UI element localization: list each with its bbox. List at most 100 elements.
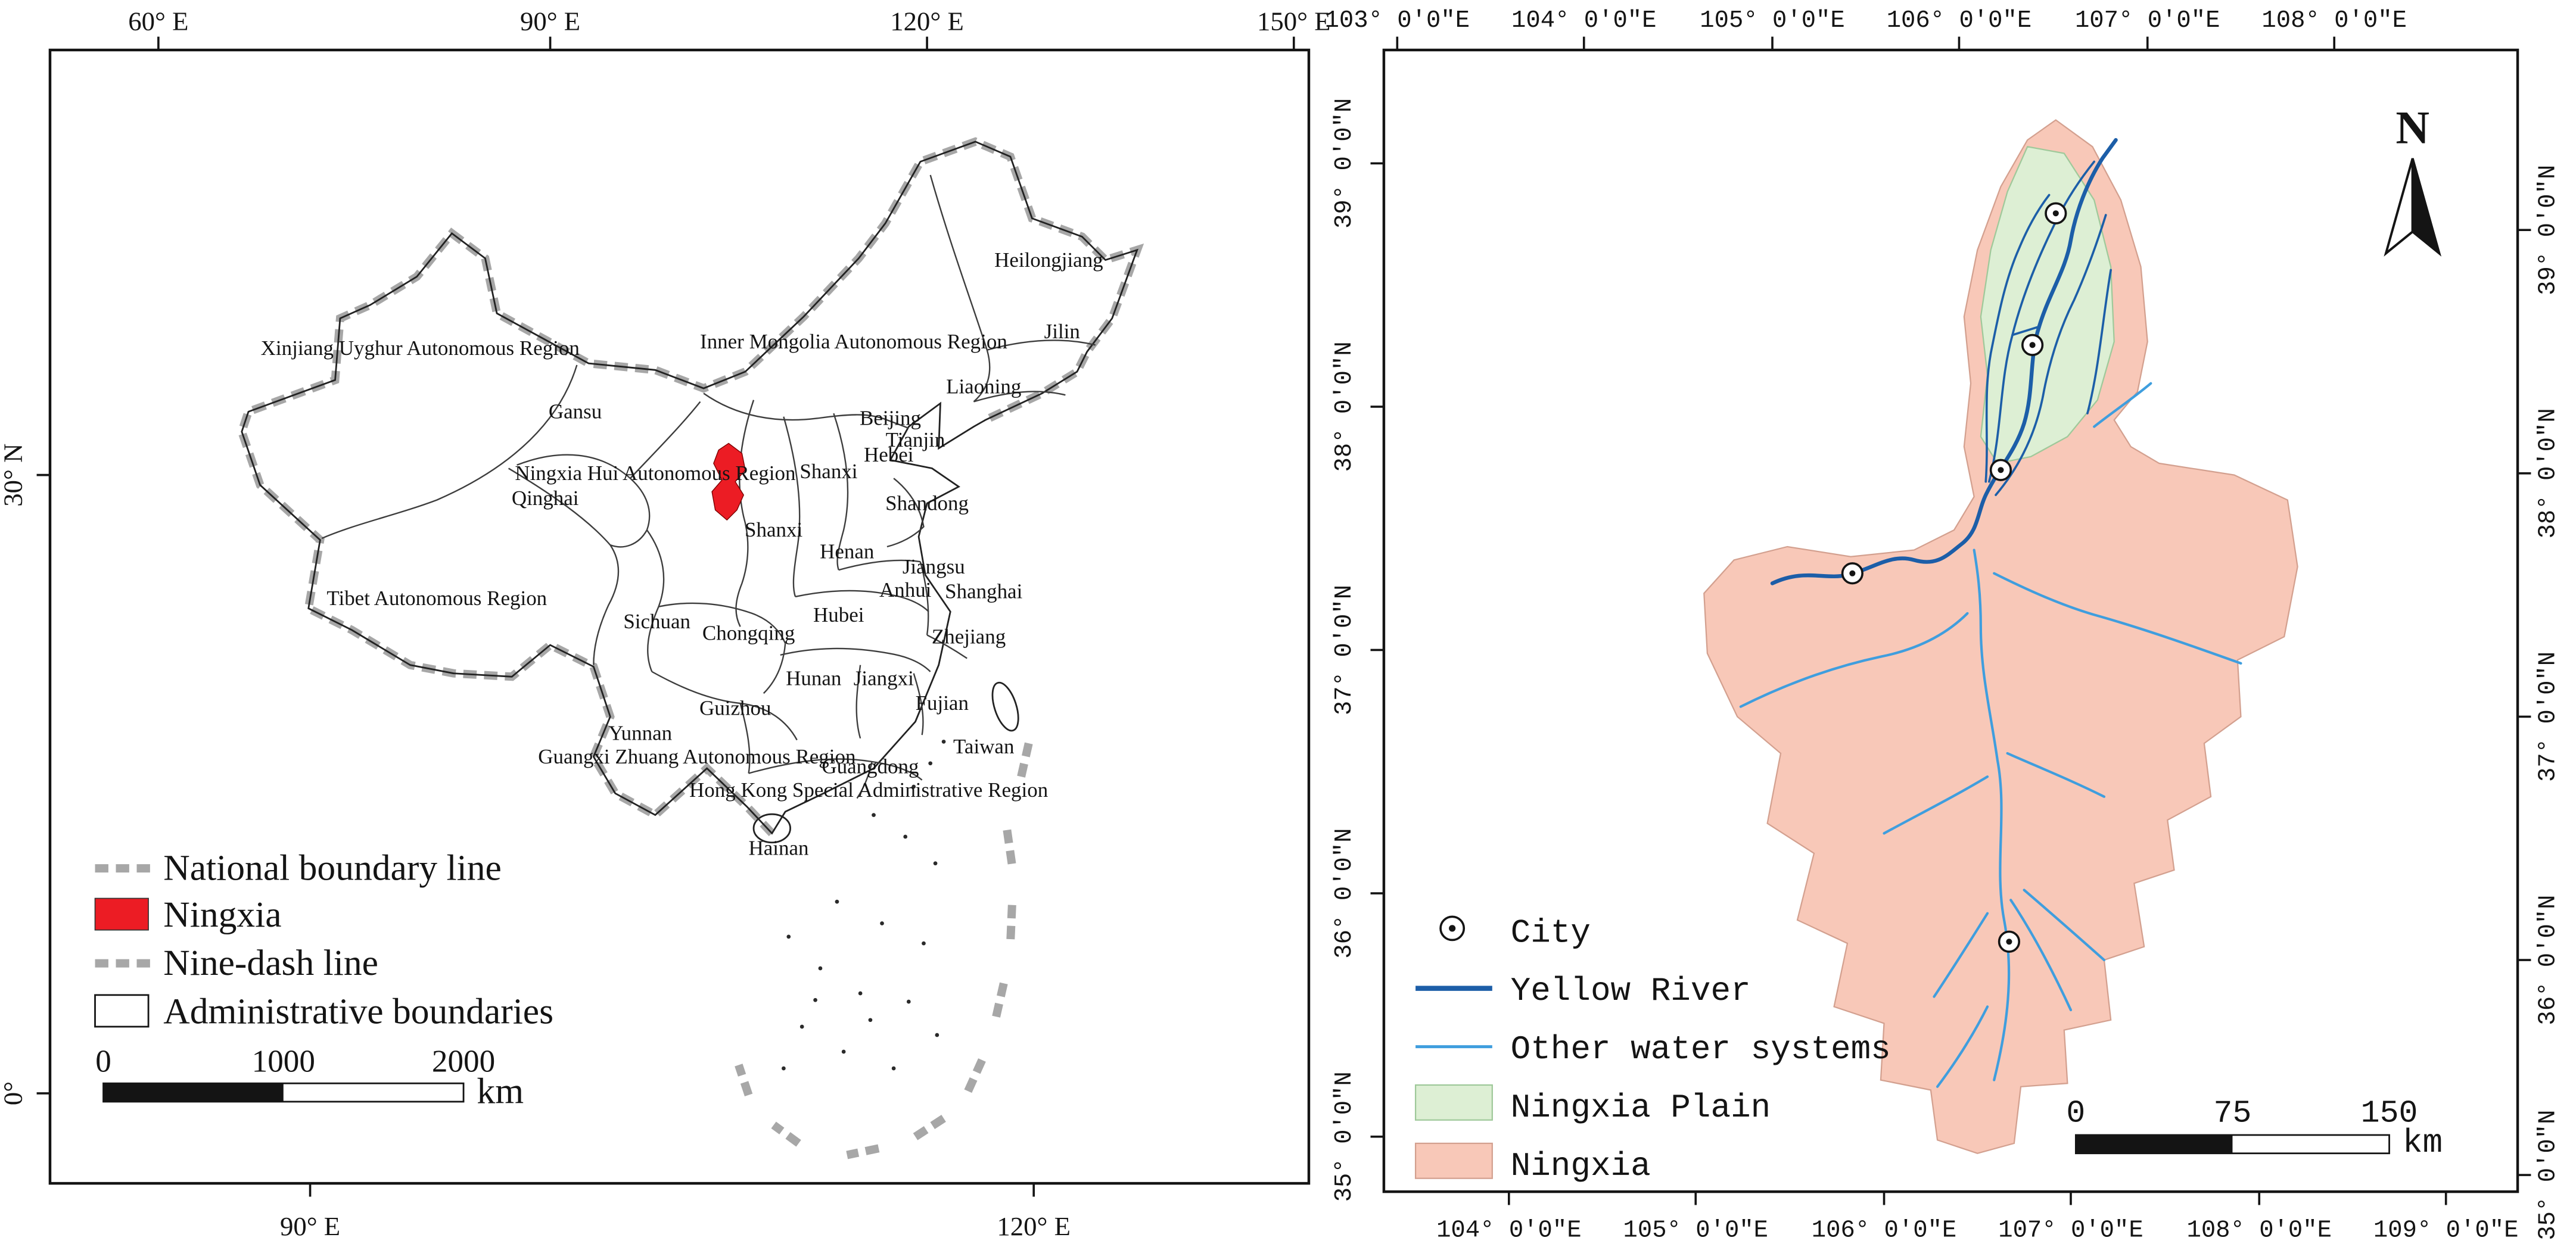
legend-label: Other water systems (1511, 1030, 1891, 1068)
province-label: Sichuan (623, 610, 690, 633)
lon-label: 107° 0′0″E (1998, 1217, 2143, 1245)
province-label: Xinjiang Uyghur Autonomous Region (261, 336, 580, 360)
left-scalebar: 0 1000 2000 km (95, 1044, 524, 1112)
lon-label: 90° E (280, 1211, 340, 1241)
province-label: Qinghai (512, 487, 579, 510)
province-label: Shanxi (799, 460, 857, 483)
province-label: Inner Mongolia Autonomous Region (700, 330, 1007, 353)
scalebar-tick-label: 150 (2361, 1096, 2418, 1131)
legend-label: Yellow River (1511, 972, 1751, 1010)
scalebar-bar-fill (103, 1083, 284, 1102)
lon-label: 90° E (520, 6, 580, 36)
north-arrow-label: N (2395, 102, 2429, 154)
legend-label: Ningxia (163, 894, 281, 935)
province-label: Jilin (1044, 320, 1080, 343)
province-label: Yunnan (608, 722, 672, 745)
ningxia-region (1703, 119, 2298, 1154)
province-label: Jiangxi (854, 666, 914, 690)
scalebar-tick-label: 1000 (252, 1044, 315, 1079)
province-label: Hebei (864, 443, 914, 466)
lat-label: 38° 0′0″N (2535, 408, 2562, 538)
lon-label: 108° 0′0″E (2186, 1217, 2332, 1245)
legend-label: National boundary line (163, 848, 502, 889)
lon-label: 104° 0′0″E (1511, 7, 1657, 35)
province-label: Tibet Autonomous Region (326, 587, 547, 610)
legend-label: Ningxia (1511, 1147, 1651, 1185)
province-label: Heilongjiang (994, 248, 1103, 272)
lon-label: 105° 0′0″E (1623, 1217, 1769, 1245)
hainan-island (752, 813, 791, 844)
north-arrow-right-half (2411, 158, 2442, 257)
legend-admin-swatch (94, 994, 150, 1028)
province-label: Shanxi (745, 518, 802, 541)
legend-ningxia-swatch (94, 897, 149, 931)
legend-label: Nine-dash line (163, 943, 378, 983)
legend-plain-swatch (1414, 1084, 1493, 1121)
province-label: Guangdong (822, 755, 919, 778)
lat-label: 0° (0, 1081, 27, 1105)
legend-label: Ningxia Plain (1511, 1089, 1771, 1127)
province-label: Zhejiang (932, 625, 1006, 648)
lat-label: 37° 0′0″N (2535, 652, 2562, 782)
province-label: Chongqing (702, 622, 795, 645)
scalebar-tick-label: 2000 (432, 1044, 495, 1079)
lon-label: 60° E (128, 6, 188, 36)
province-label: Hainan (749, 837, 809, 860)
lat-label: 30° N (0, 444, 27, 507)
lat-label: 39° 0′0″N (2535, 165, 2562, 295)
lon-label: 150° E (1257, 6, 1331, 36)
lon-label: 109° 0′0″E (2373, 1217, 2519, 1245)
lon-label: 105° 0′0″E (1700, 7, 1845, 35)
lon-label: 107° 0′0″E (2075, 7, 2220, 35)
lon-label: 120° E (890, 6, 964, 36)
province-label: Hong Kong Special Administrative Region (689, 778, 1048, 802)
lat-label: 35° 0′0″N (2535, 1109, 2562, 1240)
scalebar-tick-label: 0 (2066, 1096, 2085, 1131)
province-label: Jiangsu (903, 555, 965, 578)
province-label: Hubei (813, 603, 864, 626)
right-panel-ningxia-map: 103° 0′0″E 104° 0′0″E 105° 0′0″E 106° 0′… (1325, 7, 2562, 1245)
province-label: Shanghai (945, 580, 1022, 603)
scalebar-bar-fill (2076, 1134, 2233, 1154)
lat-label: 39° 0′0″N (1331, 98, 1358, 229)
province-label: Guangxi Zhuang Autonomous Region (538, 745, 855, 768)
scalebar-unit: km (477, 1071, 524, 1112)
lat-label: 36° 0′0″N (1331, 828, 1358, 959)
lon-label: 120° E (997, 1211, 1071, 1241)
taiwan-island (991, 681, 1019, 732)
province-label: Fujian (916, 691, 969, 715)
right-axis-ticks (1370, 36, 2531, 1205)
lat-label: 35° 0′0″N (1331, 1071, 1358, 1202)
scalebar-tick-label: 75 (2214, 1096, 2252, 1131)
left-axis-ticks (36, 36, 1295, 1197)
administrative-boundaries (321, 174, 1096, 799)
city-markers (1841, 202, 2067, 953)
province-label: Tianjin (886, 428, 945, 451)
province-label: Hunan (786, 666, 841, 690)
legend-label: Administrative boundaries (163, 991, 553, 1031)
nine-dash-line (735, 742, 1033, 1159)
legend-ningxia-swatch (1414, 1142, 1493, 1179)
left-legend: National boundary line Ningxia Nine-dash… (94, 848, 553, 1031)
legend-label: City (1511, 914, 1591, 952)
china-outline (241, 141, 1139, 835)
province-label: Taiwan (953, 735, 1014, 758)
province-label: Anhui (879, 578, 932, 601)
scalebar-unit: km (2403, 1124, 2443, 1162)
province-label: Gansu (549, 400, 602, 423)
province-label: Ningxia Hui Autonomous Region (515, 462, 795, 485)
lon-label: 106° 0′0″E (1887, 7, 2032, 35)
lon-label: 103° 0′0″E (1325, 7, 1470, 35)
other-water-systems (1739, 382, 2242, 1088)
lon-label: 108° 0′0″E (2261, 7, 2407, 35)
province-label: Liaoning (946, 375, 1021, 398)
right-legend: City Yellow River Other water systems Ni… (1414, 914, 1891, 1185)
lon-label: 106° 0′0″E (1812, 1217, 1957, 1245)
sea-islets (782, 740, 946, 1071)
lat-label: 37° 0′0″N (1331, 585, 1358, 715)
province-label: Shandong (885, 491, 969, 515)
yellow-river (1770, 138, 2118, 585)
